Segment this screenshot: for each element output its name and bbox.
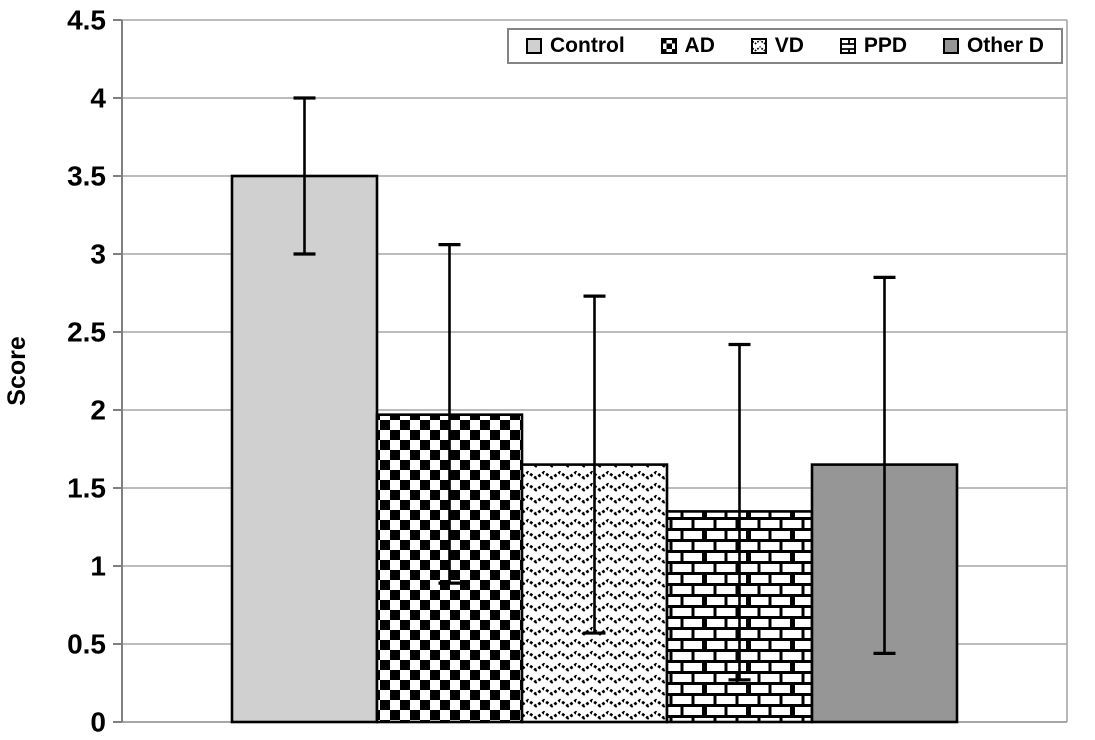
legend-label-control: Control [550, 34, 625, 57]
y-axis-title: Score [3, 336, 31, 406]
legend-label-other-d: Other D [966, 34, 1044, 57]
legend-swatch-ad-icon [660, 38, 677, 54]
y-tick-label: 3.5 [67, 161, 106, 192]
y-tick-label: 2.5 [67, 317, 106, 348]
y-tick-label: 1 [90, 551, 106, 582]
y-tick-label: 3 [90, 239, 106, 270]
legend-label-vd: VD [774, 34, 804, 57]
legend-label-ad: AD [684, 34, 715, 57]
y-tick-label: 0.5 [67, 629, 106, 660]
legend-item-control: Control [526, 34, 625, 58]
legend-label-ppd: PPD [863, 34, 908, 57]
legend-item-ad: AD [660, 34, 715, 58]
legend-swatch-ppd-icon [839, 38, 856, 54]
legend-item-ppd: PPD [839, 34, 908, 58]
legend-swatch-vd-icon [750, 38, 767, 54]
legend-item-vd: VD [750, 34, 804, 58]
y-tick-label: 4.5 [67, 5, 106, 36]
legend: Control AD [507, 28, 1063, 64]
y-tick-label: 2 [90, 395, 106, 426]
y-tick-label: 0 [90, 707, 106, 738]
legend-swatch-control-icon [526, 38, 542, 54]
y-tick-label: 4 [90, 83, 106, 114]
legend-item-other-d: Other D [942, 34, 1044, 58]
bar-control [230, 174, 379, 724]
y-tick-label: 1.5 [67, 473, 106, 504]
legend-swatch-other-d-icon [942, 38, 959, 54]
